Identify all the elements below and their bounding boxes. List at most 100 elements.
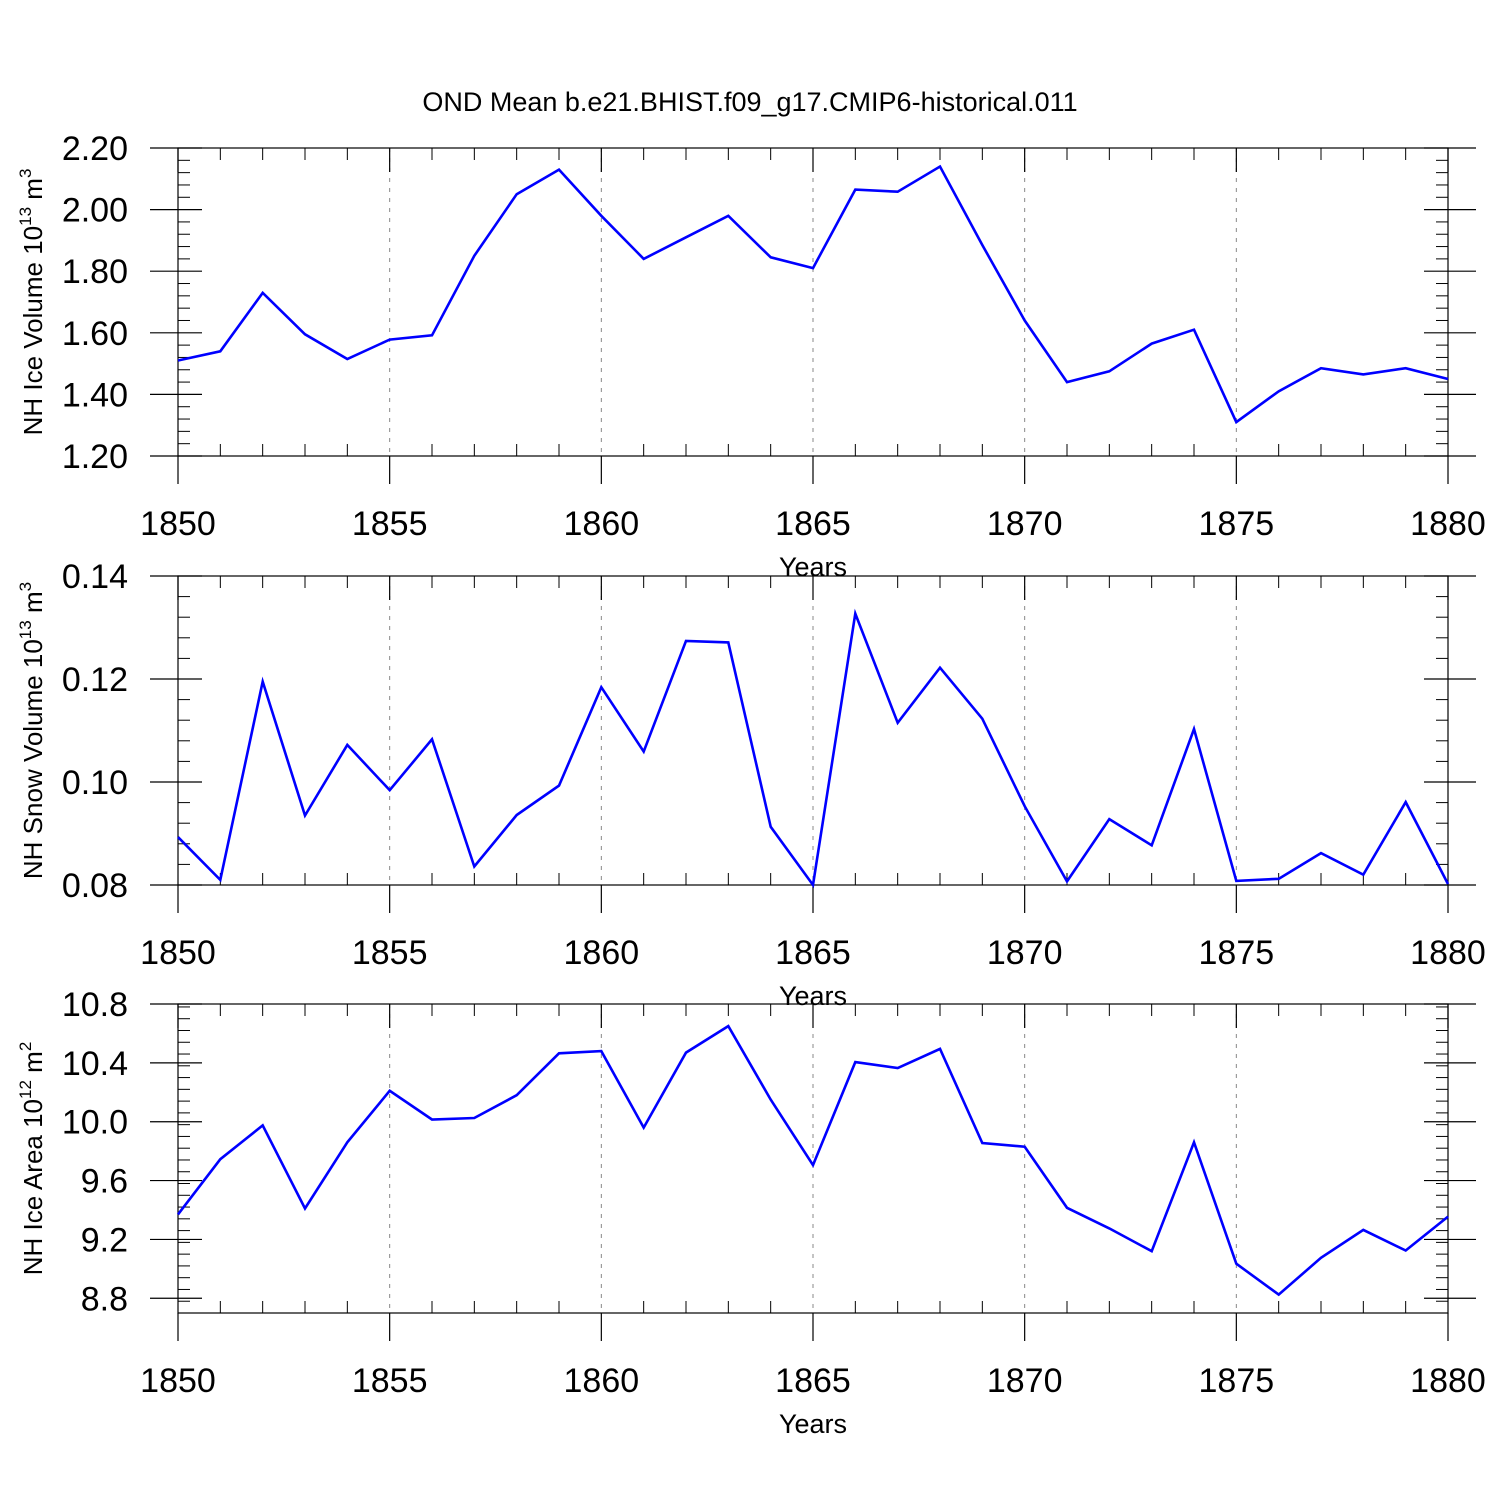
y-tick-label: 1.20 — [62, 438, 128, 476]
x-tick-label: 1875 — [1199, 1362, 1275, 1400]
data-point — [1404, 1248, 1408, 1252]
data-point — [388, 338, 392, 342]
data-point — [853, 188, 857, 192]
data-point — [430, 737, 434, 741]
data-point — [1192, 727, 1196, 731]
data-point — [1277, 877, 1281, 881]
data-point — [345, 1140, 349, 1144]
y-tick-label: 1.80 — [62, 253, 128, 291]
data-point — [726, 214, 730, 218]
data-point — [938, 666, 942, 670]
data-series-line — [176, 1024, 1449, 1297]
data-point — [642, 257, 646, 261]
data-point — [684, 639, 688, 643]
x-tick-label: 1870 — [987, 934, 1063, 972]
data-point — [1446, 1215, 1450, 1219]
data-point — [1192, 328, 1196, 332]
x-tick-label: 1880 — [1410, 1362, 1486, 1400]
data-point — [1023, 318, 1027, 322]
data-series-line — [177, 164, 1449, 425]
x-tick-label: 1855 — [352, 1362, 428, 1400]
data-point — [980, 717, 984, 721]
data-point — [1319, 851, 1323, 855]
y-tick-label: 2.00 — [62, 192, 128, 230]
data-point — [430, 333, 434, 337]
data-point — [1192, 1140, 1196, 1144]
data-point — [218, 1157, 222, 1161]
data-point — [557, 784, 561, 788]
data-point — [938, 164, 942, 168]
x-tick-label: 1865 — [775, 505, 851, 543]
data-point — [557, 1051, 561, 1055]
data-point — [261, 1123, 265, 1127]
data-point — [599, 685, 603, 689]
x-tick-label: 1850 — [140, 934, 216, 972]
data-point — [557, 168, 561, 172]
data-point — [938, 1047, 942, 1051]
data-point — [1277, 389, 1281, 393]
x-tick-label: 1860 — [564, 505, 640, 543]
data-point — [1446, 882, 1450, 886]
chart-panel-2: 1850 1855 1860 1865 1870 1875 1880Years0.080.1… — [16, 558, 1486, 1011]
data-point — [218, 878, 222, 882]
data-point — [599, 1049, 603, 1053]
data-point — [1065, 380, 1069, 384]
data-point — [1065, 1206, 1069, 1210]
x-tick-label: 1870 — [987, 1362, 1063, 1400]
x-tick-label: 1875 — [1199, 934, 1275, 972]
y-tick-label: 1.60 — [62, 315, 128, 353]
data-point — [642, 750, 646, 754]
data-point — [980, 1141, 984, 1145]
data-point — [1107, 1226, 1111, 1230]
y-tick-label: 10.8 — [62, 986, 128, 1024]
data-point — [303, 1207, 307, 1211]
y-tick-label: 8.8 — [81, 1280, 128, 1318]
x-tick-label: 1875 — [1199, 505, 1275, 543]
data-point — [853, 1060, 857, 1064]
data-point — [515, 192, 519, 196]
data-point — [1107, 817, 1111, 821]
data-point — [1361, 873, 1365, 877]
data-point — [726, 1024, 730, 1028]
data-point — [303, 813, 307, 817]
x-tick-label: 1880 — [1410, 505, 1486, 543]
y-axis-label: NH Snow Volume 1013 m3 — [16, 582, 48, 879]
data-point — [176, 359, 180, 363]
y-tick-label: 0.12 — [62, 661, 128, 699]
data-point — [430, 1118, 434, 1122]
data-point — [388, 1089, 392, 1093]
data-point — [769, 825, 773, 829]
data-point — [1404, 366, 1408, 370]
data-point — [684, 235, 688, 239]
y-tick-label: 1.40 — [62, 376, 128, 414]
data-point — [472, 254, 476, 258]
data-point — [1404, 800, 1408, 804]
chart-title: OND Mean b.e21.BHIST.f09_g17.CMIP6-histo… — [422, 87, 1077, 117]
data-point — [472, 1116, 476, 1120]
data-point — [1023, 804, 1027, 808]
data-point — [1234, 1262, 1238, 1266]
y-tick-label: 0.14 — [62, 558, 128, 596]
data-point — [769, 255, 773, 259]
x-tick-label: 1855 — [352, 934, 428, 972]
data-point — [1150, 843, 1154, 847]
chart-panel-1: 1850 1855 1860 1865 1870 1875 1880Years1.201.4… — [16, 130, 1486, 582]
data-point — [176, 1212, 180, 1216]
x-tick-label: 1850 — [140, 1362, 216, 1400]
data-point — [1234, 879, 1238, 883]
y-tick-label: 0.10 — [62, 764, 128, 802]
data-point — [726, 640, 730, 644]
data-point — [896, 721, 900, 725]
data-point — [1065, 879, 1069, 883]
x-tick-label: 1870 — [987, 505, 1063, 543]
data-point — [811, 1163, 815, 1167]
data-point — [1234, 420, 1238, 424]
y-tick-label: 9.6 — [81, 1163, 128, 1201]
data-point — [811, 266, 815, 270]
data-series-line — [177, 608, 1450, 889]
data-point — [642, 1126, 646, 1130]
data-point — [1319, 366, 1323, 370]
data-point — [896, 190, 900, 194]
data-point — [1023, 1145, 1027, 1149]
